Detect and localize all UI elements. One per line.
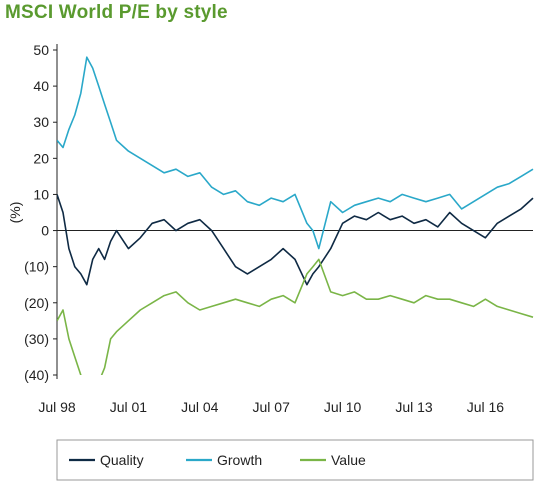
y-tick-label: 0 [41, 223, 49, 239]
x-tick-label: Jul 07 [253, 399, 291, 415]
series-line-value [57, 258, 534, 375]
y-tick-label: (40) [24, 367, 49, 383]
x-tick-label: Jul 04 [181, 399, 219, 415]
legend-box [56, 439, 534, 481]
y-tick-label: 50 [33, 42, 49, 58]
series-line-quality [57, 194, 534, 286]
y-axis-label: (%) [7, 202, 23, 224]
x-tick-label: Jul 01 [110, 399, 148, 415]
y-tick-label: 30 [33, 114, 49, 130]
legend-label-value: Value [331, 452, 366, 468]
y-tick-label: 40 [33, 78, 49, 94]
legend-label-growth: Growth [217, 452, 262, 468]
x-tick-label: Jul 98 [38, 399, 76, 415]
x-tick-label: Jul 10 [324, 399, 362, 415]
x-tick-label: Jul 13 [395, 399, 433, 415]
y-tick-label: (20) [24, 295, 49, 311]
y-tick-label: (30) [24, 331, 49, 347]
y-tick-label: 10 [33, 186, 49, 202]
chart-title: MSCI World P/E by style [5, 2, 228, 23]
x-tick-label: Jul 16 [467, 399, 505, 415]
y-tick-label: 20 [33, 150, 49, 166]
legend-label-quality: Quality [100, 452, 144, 468]
y-tick-label: (10) [24, 259, 49, 275]
series-line-growth [57, 56, 534, 250]
